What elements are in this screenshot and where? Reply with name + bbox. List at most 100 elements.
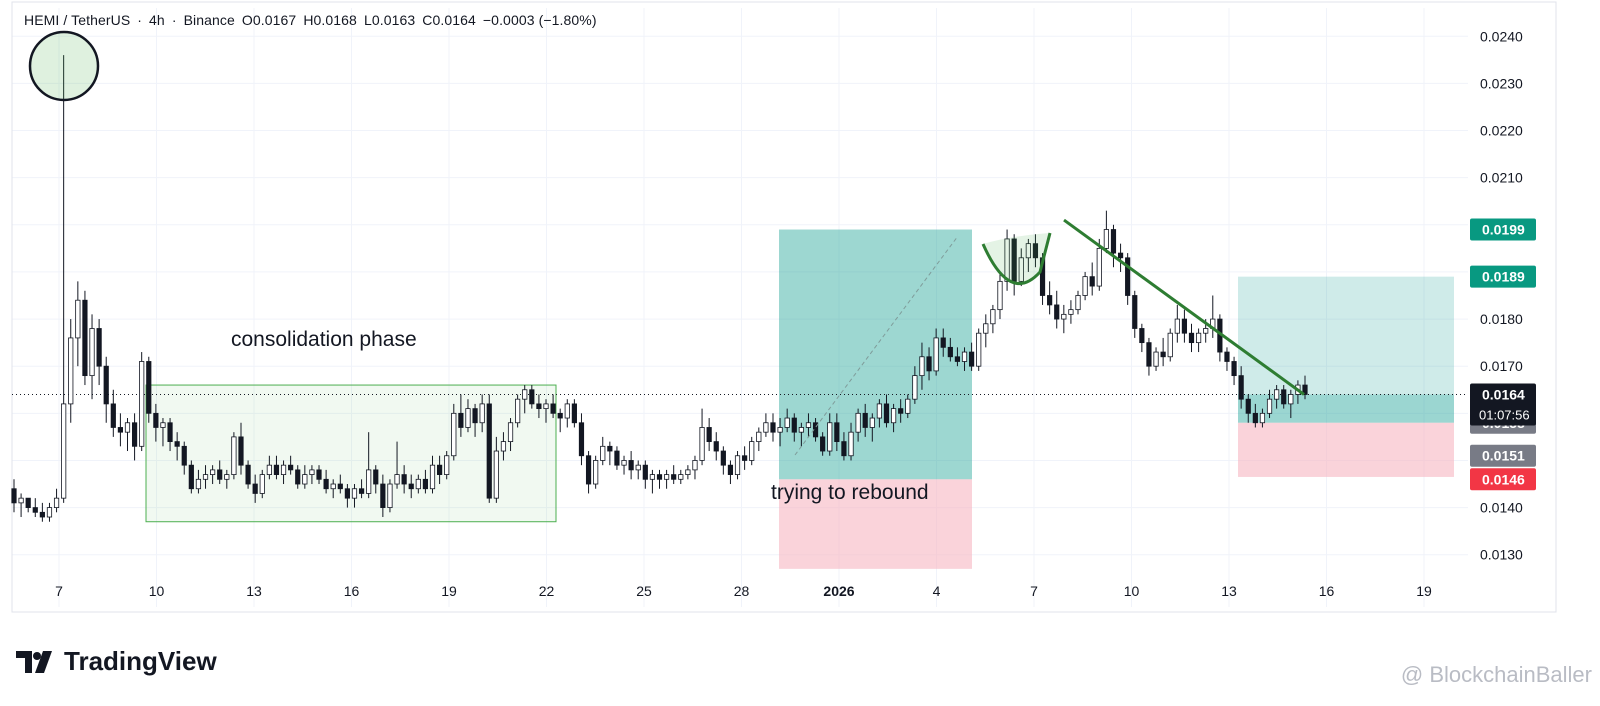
chart-frame [11,1,1557,613]
candle [685,465,691,480]
candle [224,469,230,489]
candle-body [1281,389,1287,405]
time-tick-label: 16 [1319,583,1335,599]
candle-body [855,412,861,433]
candle [876,399,882,428]
candle-body [550,403,556,414]
candle [890,403,897,433]
candle-body [210,469,216,475]
candle-body [578,422,585,457]
candle [280,460,287,485]
candle-body [11,488,17,504]
candle [784,408,790,433]
candle-body [479,403,485,424]
candle [713,432,719,461]
price-tick-label: 0.0230 [1480,75,1523,91]
candle-body [89,328,95,377]
candle-body [770,422,776,433]
candle [1125,253,1131,305]
candle [110,389,116,437]
candle-body [820,436,826,452]
candle [351,484,358,508]
price-badge: 0.0146 [1470,468,1536,491]
candle [1110,224,1117,268]
candle-body [82,299,88,377]
candle-body [798,427,804,433]
candle [330,479,336,499]
candle-body [1188,332,1195,344]
interval-label[interactable]: 4h [149,12,165,28]
bar-countdown: 01:07:56 [1479,407,1530,422]
symbol-name[interactable]: HEMI / TetherUS [24,12,131,28]
candle-body [685,469,691,475]
price-badge: 0.0189 [1470,265,1536,288]
candle-body [451,412,457,457]
candle-body [635,464,641,471]
candle [1210,295,1216,338]
time-axis[interactable]: 7 10 13 16 19 22 25 28 2026 4 7 10 13 16 19 [55,583,1432,599]
candle [543,399,549,423]
symbol-legend: HEMI / TetherUS · 4h · Binance O0.0167 H0.0168… [24,12,604,28]
candle [1075,290,1081,315]
candle [628,451,634,480]
candle-body [862,412,868,428]
candle-body [557,412,563,419]
candle-body [1054,304,1060,320]
candle-body [571,403,577,424]
tradingview-logo[interactable]: TradingView [16,646,217,677]
candle-body [280,464,287,475]
stop-loss-zone [779,479,972,569]
candle [734,451,741,480]
candle-body [195,478,202,490]
candle-body [53,497,60,508]
price-badge-value: 0.0146 [1482,471,1525,487]
candle-body [1082,276,1088,296]
candle [1160,337,1166,367]
candle-body [160,422,166,428]
candle-body [344,488,350,499]
candle-body [593,460,599,485]
time-tick-label: 2026 [823,583,854,599]
candle [656,469,663,489]
candle-body [1103,229,1109,249]
time-tick-label: 10 [149,583,165,599]
candle-body [905,398,911,414]
candle-body [174,441,180,447]
candle-body [614,450,620,466]
candle-body [784,417,790,428]
candle-body [1203,328,1209,334]
time-tick-label: 10 [1124,583,1140,599]
candle [692,455,698,480]
candle [571,399,577,428]
candle [366,432,372,499]
candle [458,394,464,437]
candle [82,290,88,386]
candle [437,455,443,485]
candle [564,399,570,428]
candle [394,441,400,489]
candle [1231,356,1237,386]
candle-body [437,464,443,475]
price-axis[interactable]: 0.02400.02300.02200.02100.02000.01900.01… [1470,28,1536,563]
candle [557,408,563,433]
candle-body [515,398,521,424]
price-badge-value: 0.0164 [1482,386,1525,402]
candle-body [536,403,542,410]
candle-body [351,488,358,499]
drawing-overlays: consolidation phase trying to rebound [28,30,1305,504]
stop-loss-zone [1238,422,1454,477]
candle [429,455,436,494]
price-badge-bg [1470,265,1536,288]
candle [585,451,592,494]
candle-body [1259,412,1266,424]
candle-body [791,417,797,433]
change-value: −0.0003 (−1.80%) [482,12,597,28]
candle [1188,323,1195,353]
price-badge-value: 0.0189 [1482,269,1525,285]
candle-body [1117,252,1124,259]
close-value: C0.0164 [422,12,476,28]
candle [1089,262,1095,296]
candle-body [727,464,734,475]
